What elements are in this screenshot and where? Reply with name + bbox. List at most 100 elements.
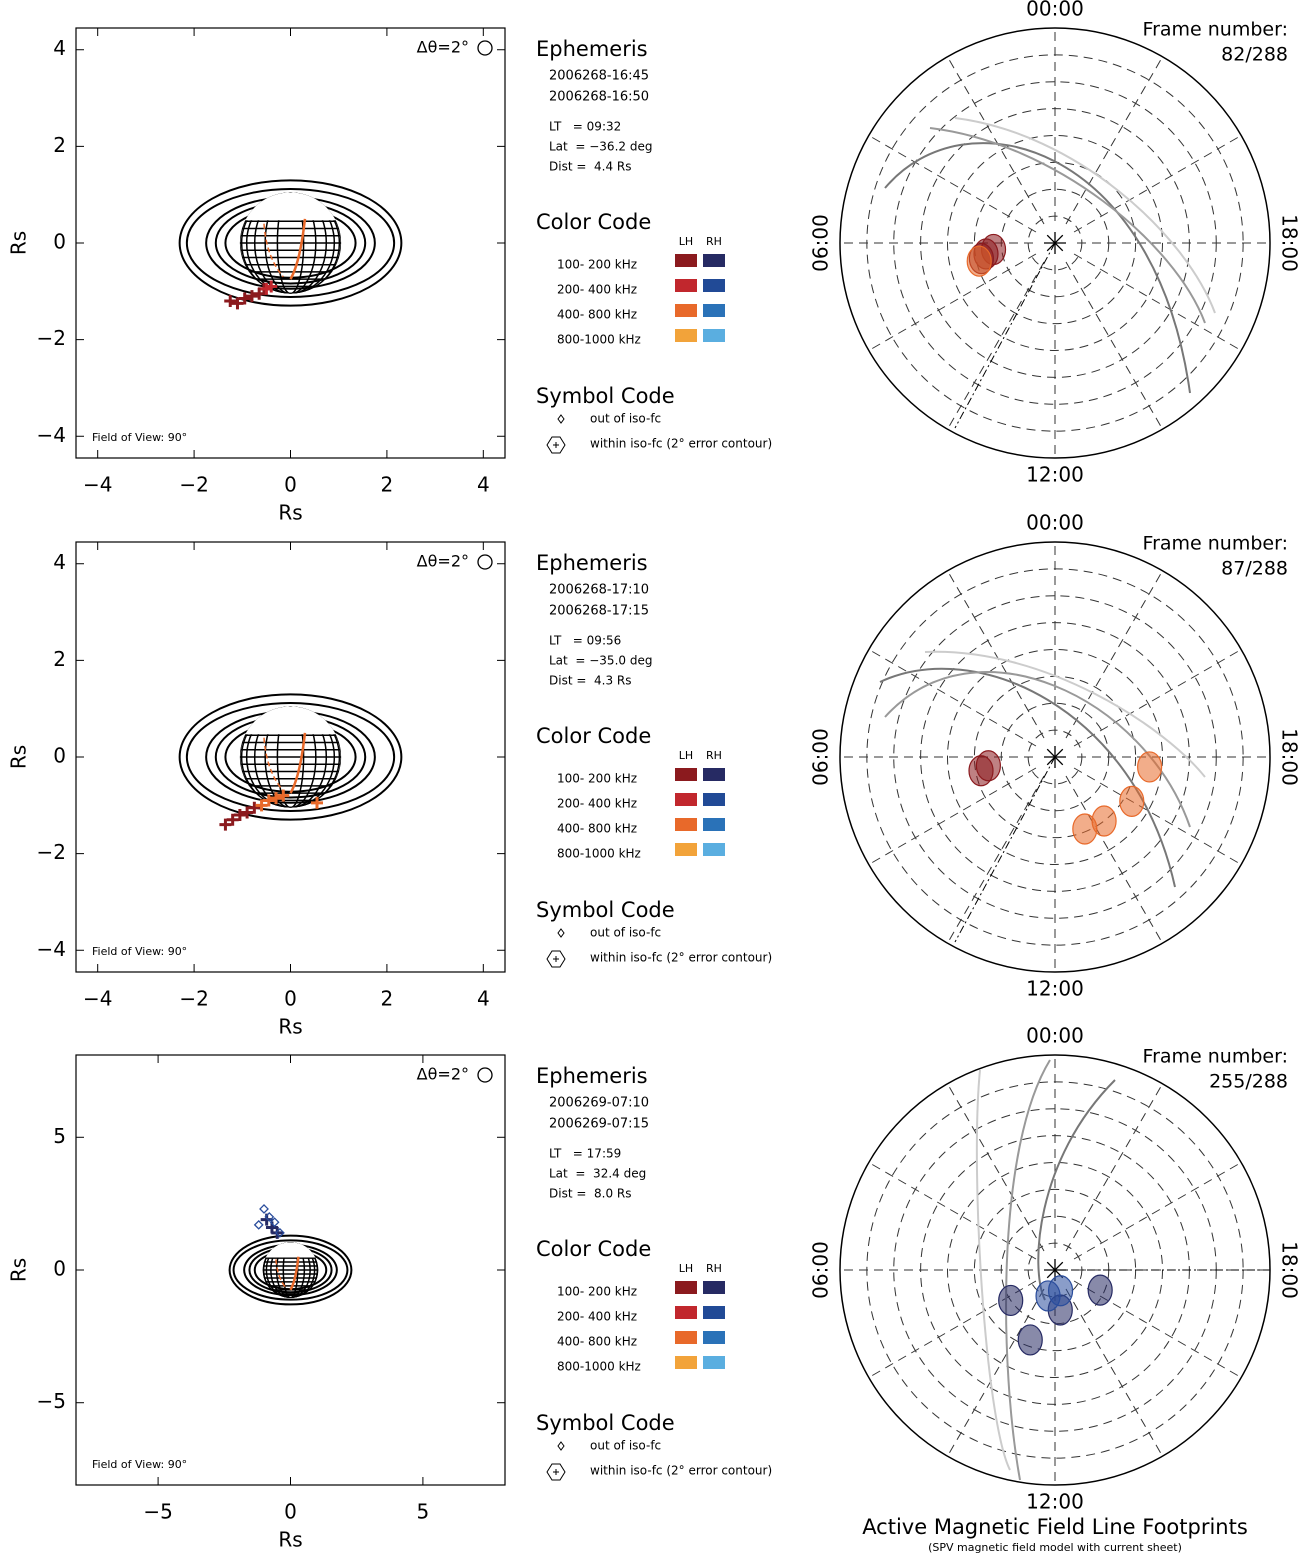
band-swatch — [675, 254, 697, 267]
y-tick-label: −4 — [37, 423, 66, 447]
x-axis-label: Rs — [278, 1528, 302, 1552]
column-label: RH — [706, 749, 722, 762]
frame-label: Frame number: — [1143, 1046, 1288, 1068]
field-lines — [975, 1059, 1270, 1481]
data-point — [255, 799, 268, 812]
ephemeris-time: 2006268-16:50 — [549, 90, 649, 105]
band-swatch — [703, 1356, 725, 1369]
symbol-diamond — [557, 414, 565, 424]
x-axis-label: Rs — [278, 1015, 302, 1039]
ephemeris-lat: Lat = 32.4 deg — [549, 1167, 646, 1181]
band-swatch — [703, 1306, 725, 1319]
field-line — [929, 127, 1206, 324]
y-axis-label: Rs — [7, 231, 31, 255]
radial-line — [947, 775, 1045, 944]
band-swatch — [675, 818, 697, 831]
band-swatch — [703, 329, 725, 342]
y-tick-label: 5 — [53, 1124, 66, 1148]
footprint — [1047, 1275, 1074, 1307]
x-tick-label: −2 — [179, 473, 208, 497]
frame-number: 255/288 — [1209, 1071, 1288, 1093]
x-tick-label: 4 — [477, 473, 490, 497]
band-swatch — [675, 1281, 697, 1294]
band-label: 400- 800 kHz — [557, 822, 637, 836]
data-point — [259, 1204, 269, 1214]
y-tick-label: −2 — [37, 326, 66, 350]
x-tick-label: 0 — [284, 987, 297, 1011]
radial-line — [1073, 649, 1242, 747]
band-swatch — [675, 304, 697, 317]
data-point — [241, 806, 254, 819]
ephemeris-time: 2006269-07:10 — [549, 1096, 649, 1111]
data-point — [271, 1226, 284, 1239]
resolution-circle — [477, 554, 493, 570]
column-label: LH — [679, 1262, 693, 1275]
field-arc — [275, 1259, 288, 1290]
globe-grid — [239, 192, 342, 294]
grid-circle — [920, 622, 1190, 892]
band-swatch — [703, 304, 725, 317]
radial-line — [1065, 1083, 1163, 1252]
symbol-label: within iso-fc (2° error contour) — [590, 1464, 772, 1478]
footprint — [1137, 751, 1163, 783]
x-tick-label: −4 — [83, 987, 112, 1011]
footer-subtitle: (SPV magnetic field model with current s… — [928, 1541, 1182, 1554]
frame-label: Frame number: — [1143, 533, 1288, 555]
data-point — [311, 796, 324, 809]
data-point — [231, 297, 244, 310]
angle-label: 00:00 — [1026, 0, 1084, 21]
resolution-circle — [477, 40, 493, 56]
footprint — [1119, 785, 1145, 817]
grid-circle — [866, 568, 1244, 946]
symbol-label: within iso-fc (2° error contour) — [590, 951, 772, 965]
ring — [228, 1234, 353, 1306]
data-point — [265, 280, 278, 293]
y-tick-label: −4 — [37, 937, 66, 961]
radial-line — [1065, 1288, 1163, 1457]
symbol-diamond — [557, 928, 565, 938]
fov-label: Field of View: 90° — [92, 945, 187, 958]
color-code-title: Color Code — [536, 724, 651, 748]
band-label: 400- 800 kHz — [557, 1335, 637, 1349]
radial-line — [947, 261, 1045, 430]
angle-label: 12:00 — [1026, 1490, 1084, 1514]
angle-label: 18:00 — [1278, 214, 1302, 272]
band-label: 800-1000 kHz — [557, 333, 641, 347]
radial-line — [868, 253, 1037, 351]
grid-circle — [947, 649, 1163, 865]
band-swatch — [703, 793, 725, 806]
band-swatch — [675, 843, 697, 856]
planet — [178, 179, 403, 307]
symbol-diamond — [557, 1441, 565, 1451]
data-point — [269, 1217, 280, 1228]
band-swatch — [675, 793, 697, 806]
y-tick-label: −2 — [37, 840, 66, 864]
band-swatch — [703, 1281, 725, 1294]
radial-line — [947, 1288, 1045, 1457]
radial-line — [947, 56, 1045, 225]
band-swatch — [675, 768, 697, 781]
grid-circle — [866, 54, 1244, 432]
grid-circle — [1027, 1242, 1083, 1298]
polar-frame — [839, 27, 1271, 459]
band-swatch — [675, 279, 697, 292]
symbol-code-title: Symbol Code — [536, 898, 675, 922]
symbol-hexagon — [546, 436, 566, 454]
column-label: RH — [706, 1262, 722, 1275]
column-label: LH — [679, 749, 693, 762]
x-tick-label: −2 — [179, 987, 208, 1011]
ephemeris-dist: Dist = 4.3 Rs — [549, 674, 632, 688]
y-tick-label: −5 — [37, 1389, 66, 1413]
column-label: LH — [679, 235, 693, 248]
ring — [185, 188, 396, 298]
dash-dot-line — [954, 756, 1056, 943]
field-lines — [879, 650, 1206, 943]
data-point — [226, 813, 239, 826]
symbol-label: out of iso-fc — [590, 926, 661, 940]
x-tick-label: 5 — [417, 1500, 430, 1524]
radial-line — [868, 649, 1037, 747]
data-point — [274, 1227, 285, 1238]
angle-label: 18:00 — [1278, 1241, 1302, 1299]
